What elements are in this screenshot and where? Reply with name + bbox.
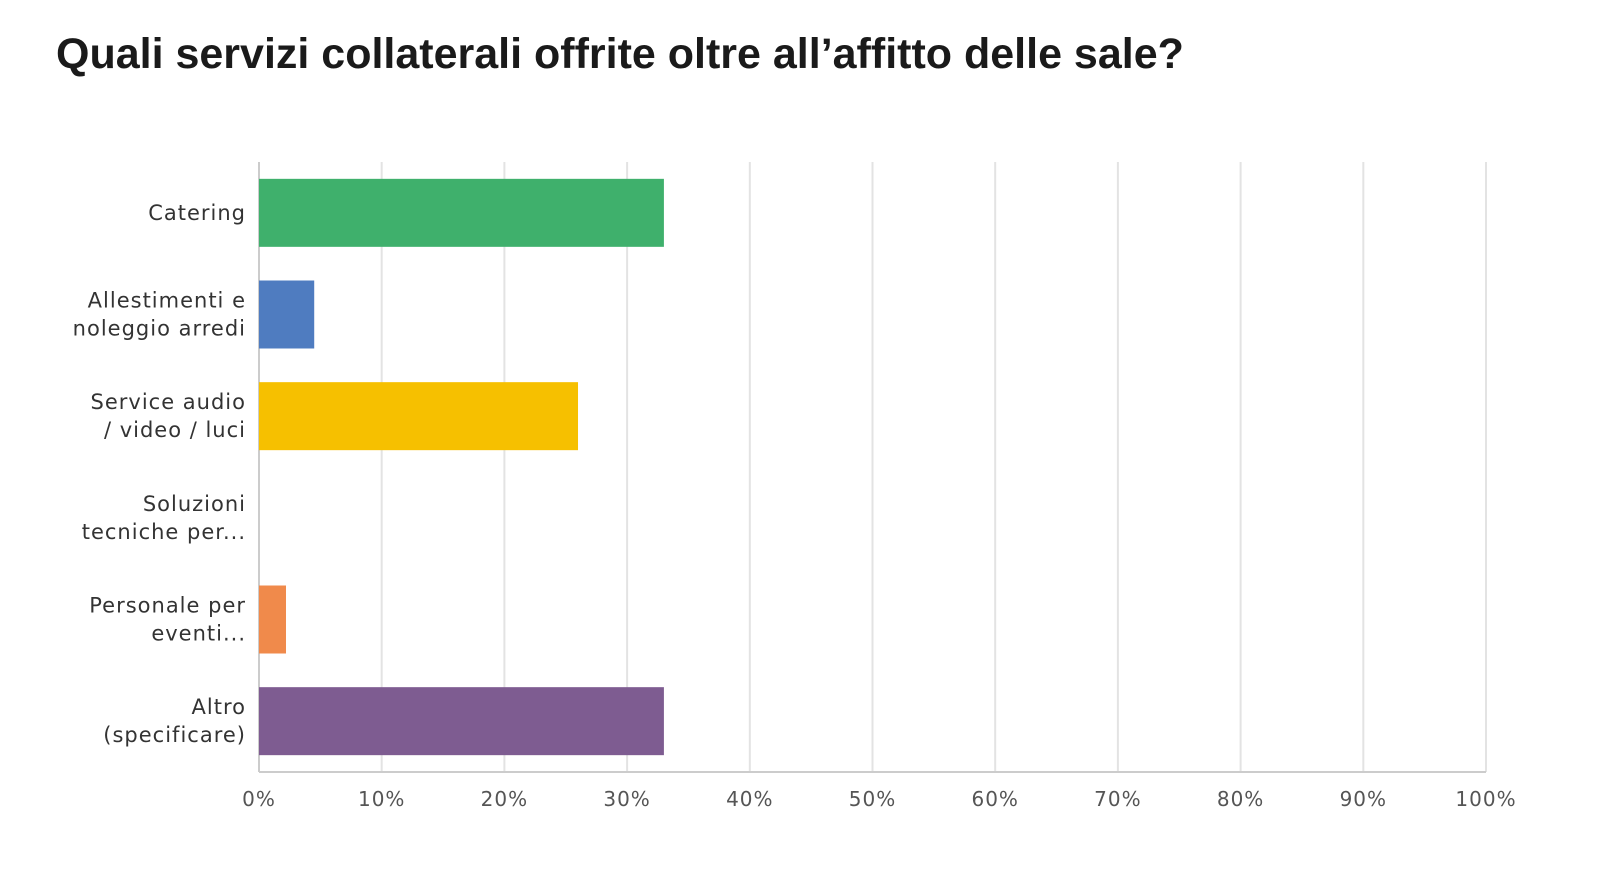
x-tick-label: 30% xyxy=(603,787,650,811)
x-tick-label: 60% xyxy=(971,787,1018,811)
x-tick-label: 50% xyxy=(849,787,896,811)
x-tick-label: 90% xyxy=(1340,787,1387,811)
x-tick-label: 70% xyxy=(1094,787,1141,811)
bar xyxy=(259,382,579,451)
category-label: Altro xyxy=(192,695,246,719)
x-tick-label: 100% xyxy=(1455,787,1516,811)
category-label: tecniche per... xyxy=(82,520,246,544)
category-label: Catering xyxy=(148,201,246,225)
category-label: Allestimenti e xyxy=(88,289,246,313)
category-label: noleggio arredi xyxy=(73,317,246,341)
category-labels: Catering Allestimenti e noleggio arredi Ser… xyxy=(73,201,246,747)
x-tick-label: 10% xyxy=(358,787,405,811)
bars xyxy=(259,178,664,756)
page-title: Quali servizi collaterali offrite oltre … xyxy=(56,30,1184,78)
x-tick-label: 0% xyxy=(242,787,276,811)
axes xyxy=(258,162,1486,773)
x-tick-label: 40% xyxy=(726,787,773,811)
category-label: (specificare) xyxy=(103,723,246,747)
category-label: Soluzioni xyxy=(143,492,246,516)
bar xyxy=(259,280,315,349)
gridlines xyxy=(380,162,1487,772)
category-label: eventi... xyxy=(151,622,246,646)
category-label: Service audio xyxy=(91,390,246,414)
bar xyxy=(259,585,286,654)
bar xyxy=(259,178,664,247)
x-tick-labels: 0% 10% 20% 30% 40% 50% 60% 70% 80% 90% 100% xyxy=(242,787,1516,811)
x-tick-label: 80% xyxy=(1217,787,1264,811)
category-label: / video / luci xyxy=(104,418,246,442)
x-tick-label: 20% xyxy=(481,787,528,811)
bar xyxy=(259,687,664,756)
category-label: Personale per xyxy=(89,594,246,618)
